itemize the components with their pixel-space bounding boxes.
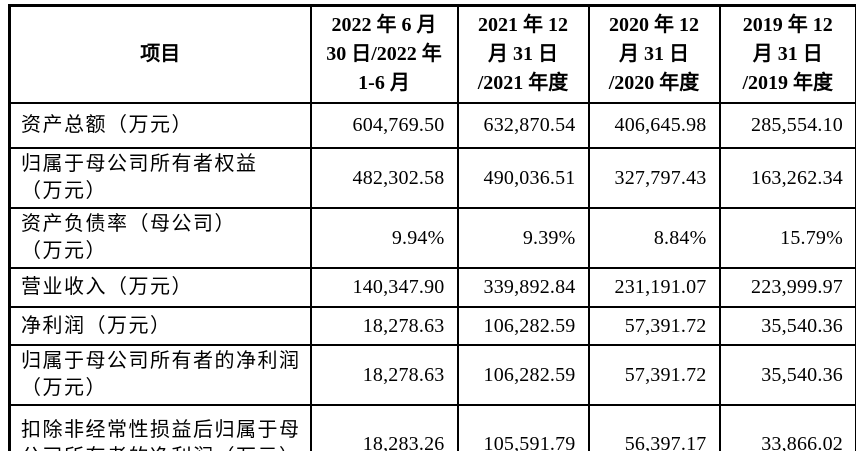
table-row-parent-equity: 归属于母公司所有者权益 （万元） 482,302.58 490,036.51 3… bbox=[8, 147, 856, 209]
cell-value: 9.94% bbox=[309, 207, 459, 269]
cell-value: 106,282.59 bbox=[456, 344, 590, 406]
cell-value: 285,554.10 bbox=[718, 102, 856, 149]
cell-value: 482,302.58 bbox=[309, 147, 459, 209]
cell-value: 327,797.43 bbox=[587, 147, 721, 209]
cell-value: 490,036.51 bbox=[456, 147, 590, 209]
cell-value: 105,591.79 bbox=[456, 404, 590, 451]
cell-value: 57,391.72 bbox=[587, 306, 721, 346]
row-label: 净利润（万元） bbox=[8, 306, 312, 346]
table-row-parent-net-profit: 归属于母公司所有者的净利润 （万元） 18,278.63 106,282.59 … bbox=[8, 344, 856, 406]
cell-value: 8.84% bbox=[587, 207, 721, 269]
cell-value: 33,866.02 bbox=[718, 404, 856, 451]
financial-summary-table: 项目 2022 年 6 月 30 日/2022 年 1-6 月 2021 年 1… bbox=[8, 4, 856, 451]
column-header-item: 项目 bbox=[8, 4, 312, 104]
column-header-2022h1: 2022 年 6 月 30 日/2022 年 1-6 月 bbox=[309, 4, 459, 104]
table-row-debt-ratio: 资产负债率（母公司） （万元） 9.94% 9.39% 8.84% 15.79% bbox=[8, 207, 856, 269]
row-label: 营业收入（万元） bbox=[8, 267, 312, 308]
row-label: 资产负债率（母公司） （万元） bbox=[8, 207, 312, 269]
column-header-2021: 2021 年 12 月 31 日 /2021 年度 bbox=[456, 4, 590, 104]
cell-value: 231,191.07 bbox=[587, 267, 721, 308]
financial-summary-section: 项目 2022 年 6 月 30 日/2022 年 1-6 月 2021 年 1… bbox=[8, 4, 856, 451]
cell-value: 57,391.72 bbox=[587, 344, 721, 406]
cell-value: 406,645.98 bbox=[587, 102, 721, 149]
cell-value: 56,397.17 bbox=[587, 404, 721, 451]
table-row-revenue: 营业收入（万元） 140,347.90 339,892.84 231,191.0… bbox=[8, 267, 856, 308]
cell-value: 18,283.26 bbox=[309, 404, 459, 451]
table-row-total-assets: 资产总额（万元） 604,769.50 632,870.54 406,645.9… bbox=[8, 102, 856, 149]
cell-value: 632,870.54 bbox=[456, 102, 590, 149]
cell-value: 140,347.90 bbox=[309, 267, 459, 308]
cell-value: 18,278.63 bbox=[309, 306, 459, 346]
cell-value: 35,540.36 bbox=[718, 344, 856, 406]
row-label: 资产总额（万元） bbox=[8, 102, 312, 149]
cell-value: 15.79% bbox=[718, 207, 856, 269]
table-row-net-profit: 净利润（万元） 18,278.63 106,282.59 57,391.72 3… bbox=[8, 306, 856, 346]
table-row-deducted-net-profit: 扣除非经常性损益后归属于母 公司所有者的净利润（万元） 18,283.26 10… bbox=[8, 404, 856, 451]
cell-value: 35,540.36 bbox=[718, 306, 856, 346]
cell-value: 223,999.97 bbox=[718, 267, 856, 308]
cell-value: 604,769.50 bbox=[309, 102, 459, 149]
cell-value: 18,278.63 bbox=[309, 344, 459, 406]
row-label: 归属于母公司所有者的净利润 （万元） bbox=[8, 344, 312, 406]
row-label: 扣除非经常性损益后归属于母 公司所有者的净利润（万元） bbox=[8, 404, 312, 451]
row-label: 归属于母公司所有者权益 （万元） bbox=[8, 147, 312, 209]
header-row: 项目 2022 年 6 月 30 日/2022 年 1-6 月 2021 年 1… bbox=[8, 4, 856, 104]
cell-value: 9.39% bbox=[456, 207, 590, 269]
column-header-2019: 2019 年 12 月 31 日 /2019 年度 bbox=[718, 4, 856, 104]
cell-value: 106,282.59 bbox=[456, 306, 590, 346]
cell-value: 163,262.34 bbox=[718, 147, 856, 209]
cell-value: 339,892.84 bbox=[456, 267, 590, 308]
column-header-2020: 2020 年 12 月 31 日 /2020 年度 bbox=[587, 4, 721, 104]
